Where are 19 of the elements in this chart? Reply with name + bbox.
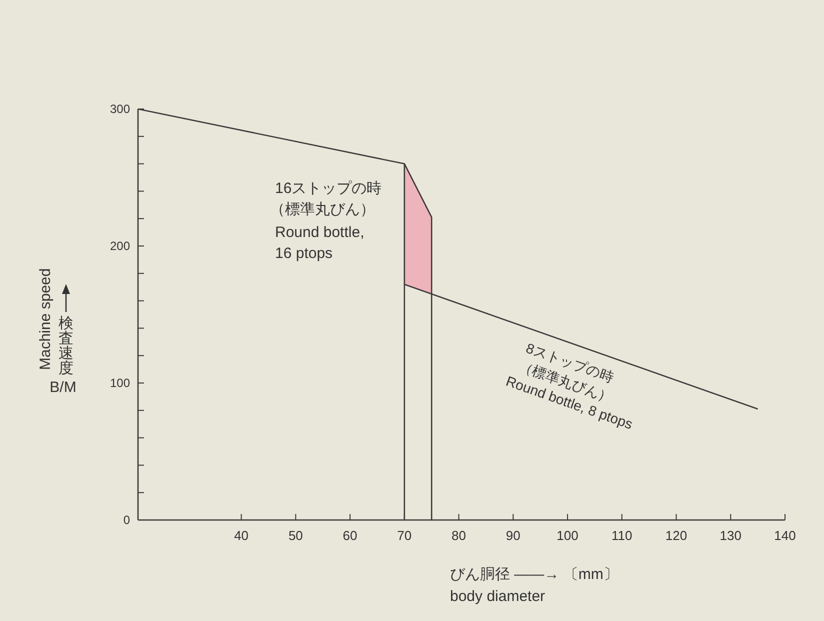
x-tick-label: 110 <box>612 528 632 543</box>
x-tick-label: 100 <box>556 528 578 543</box>
x-axis-title: びん胴径 ——→ 〔mm〕 body diameter <box>450 566 618 605</box>
x-tick-label: 140 <box>774 528 796 543</box>
x-tick-label: 60 <box>342 528 358 543</box>
x-tick-label: 130 <box>720 528 742 543</box>
x-tick-label: 50 <box>288 528 303 543</box>
x-tick-label: 40 <box>234 528 249 543</box>
x-tick-label: 80 <box>452 528 466 543</box>
annotation: （標準丸びん） <box>270 201 375 218</box>
x-tick-label: 70 <box>397 528 412 543</box>
annotation: 16ストップの時 <box>275 180 382 197</box>
y-tick-label: 100 <box>110 376 130 390</box>
y-tick-label: 0 <box>123 513 130 527</box>
x-tick-label: 120 <box>665 528 688 543</box>
y-tick-label: 300 <box>110 102 130 116</box>
annotation: Round bottle, 16 ptops <box>275 224 364 262</box>
x-tick-label: 90 <box>506 528 520 543</box>
y-tick-label: 200 <box>110 239 130 253</box>
